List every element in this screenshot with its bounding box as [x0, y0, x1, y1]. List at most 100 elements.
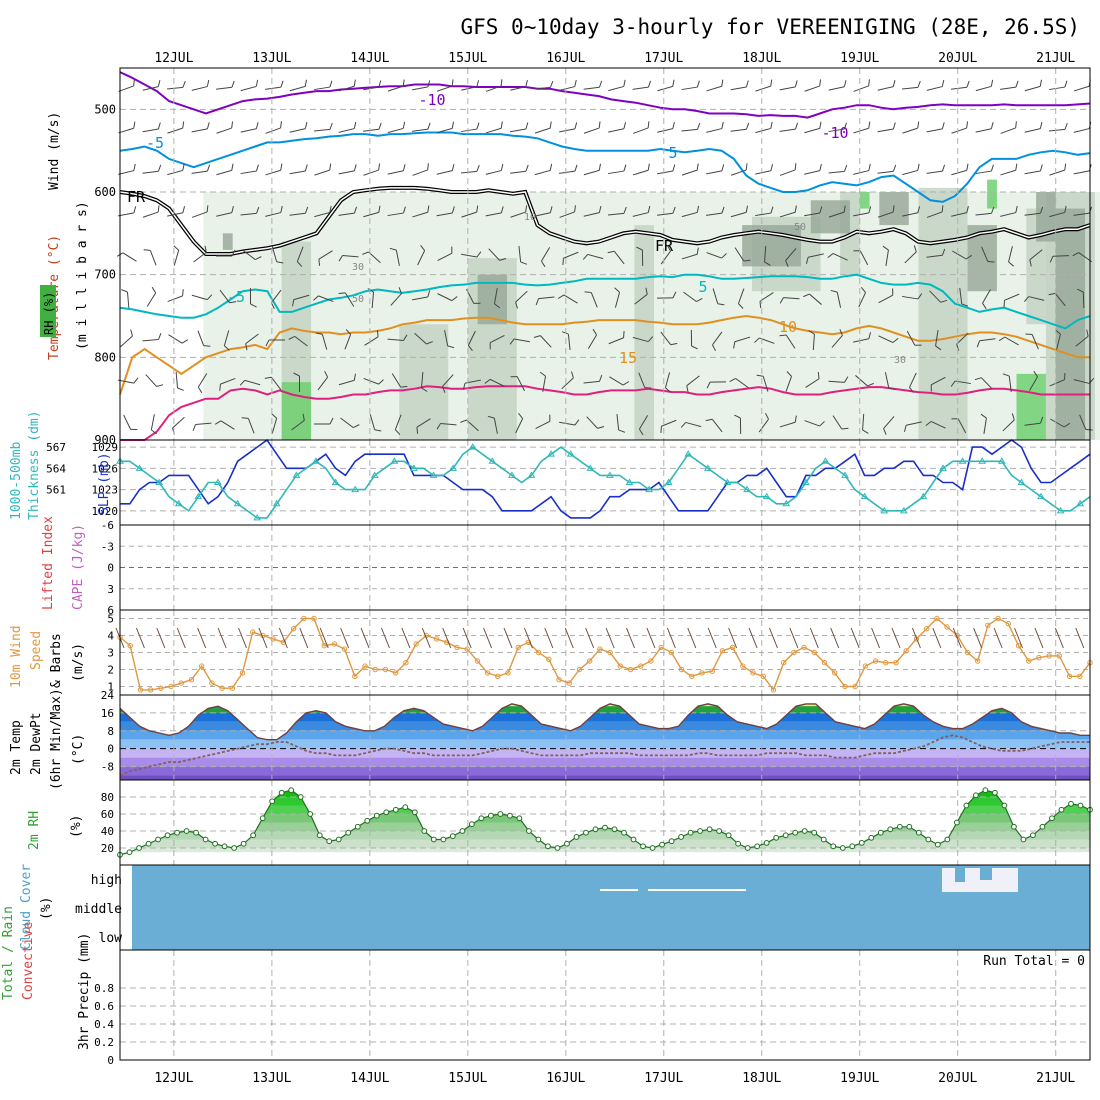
wind-barb — [216, 80, 235, 90]
wind-barb — [338, 79, 356, 92]
wind-barb-shaft — [437, 252, 453, 261]
series-line-slp — [120, 438, 1091, 519]
wind-barb-shaft — [467, 330, 476, 346]
wind-barb-shaft — [515, 290, 528, 303]
wind-barb — [832, 415, 849, 430]
axis-label-precip-conv: Convective — [21, 922, 36, 1000]
wind-barb-shaft — [614, 292, 621, 308]
wind-barb-shaft — [534, 86, 551, 90]
wind-barb-flag — [956, 344, 960, 351]
surface-wind-barb — [687, 627, 697, 649]
wind-speed-point — [127, 643, 133, 649]
wind-barb-flag — [451, 79, 454, 87]
wind-barb — [975, 79, 994, 92]
wind-barb-flag — [353, 424, 360, 429]
wind-barb-flag — [288, 335, 295, 340]
wind-barb-flag — [738, 303, 744, 309]
wind-barb-flag — [476, 80, 480, 87]
wind-speed-point — [760, 673, 766, 679]
wind-barb-flag — [292, 299, 295, 307]
wind-barb-flag — [540, 260, 546, 268]
wind-barb — [1049, 372, 1066, 387]
wind-barb-flag — [265, 339, 270, 347]
wind-barb-shaft — [247, 418, 255, 434]
surface-wind-barb — [646, 627, 656, 649]
wind-barb-shaft — [540, 247, 551, 262]
wind-barb-shaft — [1000, 169, 1016, 176]
wind-barb-flag — [598, 206, 602, 213]
wind-speed-point — [250, 629, 256, 635]
wind-speed-point — [648, 658, 654, 664]
wind-barb-flag — [976, 340, 981, 348]
wind-barb — [487, 415, 498, 434]
wind-barb — [118, 121, 136, 134]
rh2m-point — [849, 843, 856, 850]
wind-barb-flag — [400, 385, 408, 388]
wind-barb-shaft — [118, 379, 134, 384]
surface-wind-barb — [809, 627, 819, 649]
wind-barb-flag — [476, 251, 482, 258]
wind-barb — [314, 163, 332, 176]
x-tick-label-top: 14JUL — [350, 51, 389, 66]
y-tick-label-rh: 80 — [101, 791, 114, 804]
wind-barb — [510, 80, 528, 91]
wind-barb — [338, 254, 359, 262]
wind-barb-flag — [460, 419, 467, 423]
wind-barb-flag — [860, 286, 866, 293]
wind-barb-flag — [843, 205, 846, 213]
isotherm-line — [119, 273, 1091, 330]
wind-barb-flag — [338, 292, 346, 295]
wind-barb-shaft — [853, 85, 869, 92]
wind-barb — [657, 206, 676, 216]
rh2m-point — [155, 836, 161, 843]
wind-speed-point — [505, 670, 511, 676]
wind-barb-shaft — [514, 338, 530, 343]
wind-barb-shaft — [461, 128, 478, 133]
wind-barb-shaft — [935, 330, 939, 347]
wind-barb-flag — [1048, 292, 1056, 296]
rh2m-point — [212, 840, 218, 847]
wind-barb-shaft — [412, 169, 428, 176]
x-tick-label-top: 17JUL — [644, 51, 683, 66]
wind-barb — [855, 375, 874, 387]
wind-barb — [265, 121, 282, 134]
wind-barb — [681, 163, 699, 176]
wind-barb-shaft — [683, 291, 697, 302]
thickness-marker — [1017, 478, 1026, 485]
wind-barb-shaft — [828, 211, 845, 218]
wind-barb-shaft — [317, 376, 329, 391]
wind-barb-flag — [987, 261, 995, 263]
wind-barb — [785, 248, 797, 267]
wind-barb — [877, 80, 896, 91]
wind-barb — [1049, 205, 1067, 218]
wind-barb — [632, 121, 650, 134]
wind-barb — [338, 373, 356, 386]
thickness-marker — [919, 492, 928, 500]
wind-barb — [730, 80, 749, 91]
wind-barb-shaft — [240, 170, 257, 175]
wind-barb-flag — [374, 429, 382, 432]
chart-title: GFS 0~10day 3-hourly for VEREENIGING (28… — [460, 15, 1080, 39]
surface-wind-barb — [952, 627, 962, 649]
wind-barb — [461, 122, 480, 133]
wind-barb-flag — [499, 258, 507, 261]
wind-barb-shaft — [1049, 379, 1065, 387]
wind-barb-shaft — [270, 289, 282, 304]
wind-barb — [142, 164, 162, 174]
wind-barb-flag — [794, 163, 797, 171]
wind-barb — [363, 205, 381, 218]
wind-barb — [828, 164, 848, 174]
wind-barb-shaft — [902, 295, 919, 300]
wind-barb — [539, 371, 547, 392]
wind-barb-shaft — [755, 85, 771, 92]
rh2m-point — [459, 828, 466, 834]
rh2m-point — [183, 828, 190, 834]
wind-speed-point — [658, 644, 664, 651]
wind-barb-shaft — [975, 212, 992, 216]
wind-barb — [467, 330, 476, 352]
wind-barb-shaft — [436, 212, 453, 217]
wind-barb-shaft — [142, 338, 159, 342]
wind-barb-shaft — [535, 420, 551, 429]
wind-barb — [853, 163, 871, 175]
wind-barb — [878, 335, 899, 343]
